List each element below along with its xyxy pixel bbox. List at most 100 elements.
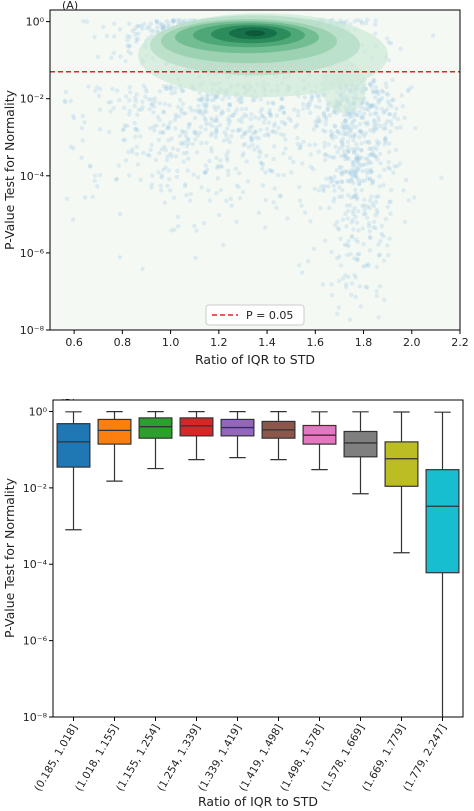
scatter-point [342, 127, 347, 133]
scatter-point [149, 182, 154, 187]
scatter-point [259, 106, 265, 112]
scatter-point [162, 144, 167, 149]
scatter-point [332, 196, 337, 201]
scatter-point [324, 115, 329, 120]
scatter-point [364, 161, 369, 167]
scatter-point [311, 127, 316, 132]
box-iqr [56, 423, 91, 468]
scatter-point [292, 107, 297, 112]
scatter-point [165, 154, 170, 159]
scatter-point [311, 166, 316, 172]
scatter-point [378, 123, 383, 129]
scatter-point [383, 135, 388, 141]
scatter-point [388, 129, 393, 134]
scatter-point [372, 126, 378, 131]
scatter-point [127, 85, 132, 90]
x-tick-label: 2.0 [403, 336, 421, 349]
scatter-point [263, 225, 268, 230]
scatter-point [204, 101, 209, 107]
scatter-point [260, 114, 266, 119]
scatter-point [334, 111, 339, 116]
scatter-point [183, 133, 189, 139]
scatter-point [393, 147, 399, 153]
scatter-point [343, 156, 348, 162]
scatter-point [340, 194, 345, 199]
scatter-point [373, 22, 378, 27]
scatter-point [182, 18, 187, 23]
scatter-point [382, 109, 388, 114]
scatter-point [392, 115, 397, 120]
scatter-point [256, 210, 262, 215]
scatter-point [288, 118, 294, 123]
scatter-point [343, 211, 348, 216]
scatter-point [322, 140, 327, 145]
scatter-point [369, 169, 375, 174]
scatter-point [387, 149, 392, 155]
scatter-point [387, 112, 392, 117]
scatter-point [255, 144, 260, 150]
scatter-point [239, 99, 244, 105]
scatter-point [241, 131, 247, 136]
scatter-point [345, 126, 350, 131]
scatter-point [173, 85, 178, 91]
scatter-point [160, 24, 166, 29]
scatter-point [439, 175, 444, 180]
scatter-point [361, 162, 367, 168]
scatter-point [214, 127, 219, 133]
scatter-point [188, 105, 193, 111]
scatter-point [219, 111, 224, 117]
scatter-point [181, 159, 186, 164]
scatter-point [355, 153, 360, 158]
scatter-point [355, 146, 360, 151]
scatter-point [168, 86, 173, 91]
scatter-point [323, 152, 328, 157]
scatter-point [381, 258, 387, 263]
scatter-point [379, 95, 385, 101]
scatter-point [392, 164, 397, 169]
scatter-point [346, 156, 351, 162]
scatter-point [238, 100, 243, 105]
scatter-point [163, 165, 168, 170]
scatter-point [346, 169, 351, 174]
scatter-point [158, 183, 163, 189]
scatter-point [354, 155, 359, 160]
scatter-point [127, 43, 133, 48]
scatter-point [173, 154, 179, 159]
scatter-point [333, 223, 338, 228]
box-plot-7 [302, 411, 337, 471]
scatter-point [168, 86, 173, 92]
scatter-point [364, 215, 370, 220]
scatter-point [196, 175, 201, 180]
scatter-point [267, 111, 272, 116]
scatter-point [240, 153, 245, 158]
scatter-point [213, 93, 219, 99]
scatter-point [382, 297, 387, 302]
scatter-point [409, 85, 414, 90]
scatter-point [266, 120, 272, 125]
scatter-point [234, 107, 240, 112]
scatter-point [132, 26, 138, 32]
scatter-point [385, 92, 390, 98]
scatter-point [171, 195, 177, 200]
scatter-point [194, 150, 200, 155]
scatter-point [287, 155, 293, 161]
scatter-point [94, 85, 100, 90]
scatter-point [384, 84, 389, 90]
scatter-point [181, 111, 186, 116]
scatter-point [258, 150, 263, 155]
scatter-point [370, 150, 376, 155]
scatter-point [356, 209, 361, 214]
scatter-point [191, 172, 196, 177]
scatter-point [340, 121, 345, 126]
scatter-point [376, 97, 381, 103]
scatter-point [337, 254, 342, 259]
scatter-point [126, 44, 132, 49]
scatter-point [352, 172, 357, 177]
scatter-point [215, 163, 221, 169]
scatter-point [296, 113, 301, 118]
scatter-point [196, 97, 201, 102]
x-tick-label: 1.8 [355, 336, 373, 349]
panel-a: (A) 0.6 0.8 1.0 1.2 1.4 1.6 1.8 2.0 2.2 10⁻⁸ 10⁻⁶… [2, 0, 469, 367]
y-tick-label: 10⁻⁴ [23, 558, 48, 571]
scatter-point [334, 168, 339, 173]
